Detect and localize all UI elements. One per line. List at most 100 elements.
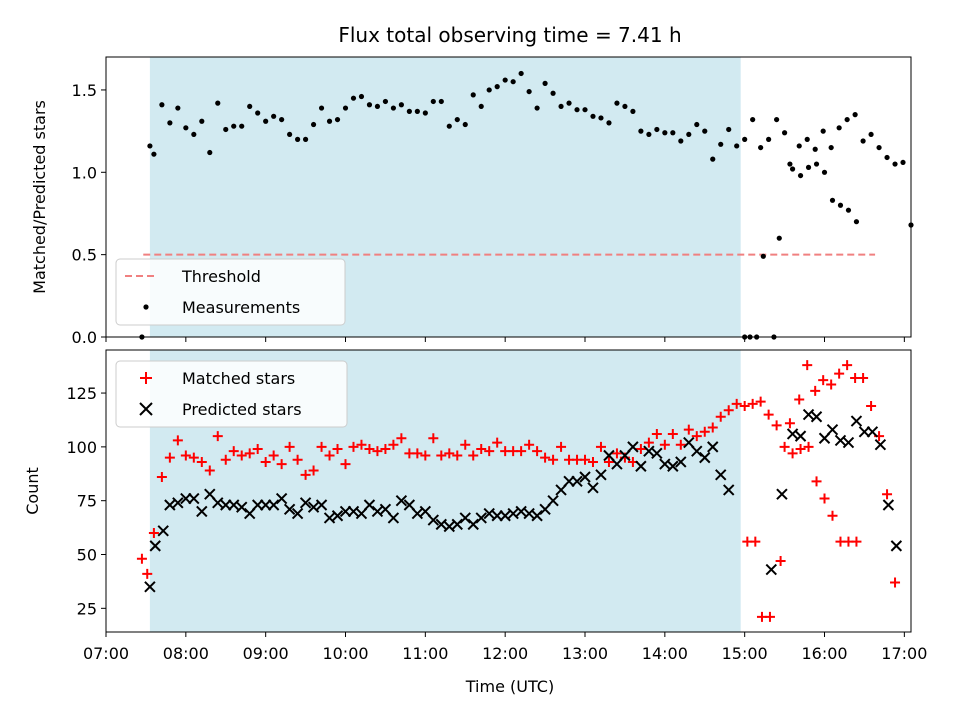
- measurement-point: [430, 98, 436, 105]
- predicted-point: [323, 512, 336, 524]
- x-tick-label: 16:00: [801, 644, 847, 663]
- measurement-point: [844, 116, 850, 123]
- predicted-point: [667, 460, 679, 472]
- predicted-point: [228, 499, 240, 511]
- predicted-point: [707, 441, 719, 453]
- matched-point: [220, 454, 231, 465]
- measurement-point: [159, 102, 165, 108]
- matched-point: [316, 441, 327, 452]
- measurement-point: [829, 197, 836, 203]
- matched-point: [755, 396, 766, 407]
- y-tick-label: 75: [77, 492, 97, 511]
- measurement-point: [255, 110, 261, 116]
- matched-point: [228, 446, 239, 457]
- measurement-point: [821, 169, 828, 175]
- matched-point: [866, 400, 877, 411]
- matched-point: [188, 452, 199, 463]
- matched-point: [196, 456, 207, 467]
- matched-point: [540, 452, 551, 463]
- predicted-point: [810, 411, 823, 423]
- matched-point: [643, 437, 654, 448]
- measurement-point: [868, 131, 874, 138]
- y-tick-label: 1.5: [72, 81, 97, 100]
- matched-point: [172, 435, 183, 446]
- predicted-point: [475, 512, 487, 524]
- predicted-point: [635, 460, 647, 472]
- matched-point: [476, 444, 487, 455]
- axes-frame: [105, 56, 912, 338]
- measurement-point: [494, 84, 500, 90]
- predicted-point: [164, 499, 176, 511]
- measurement-point: [774, 116, 780, 123]
- y-tick-label: 0.5: [72, 246, 97, 265]
- matched-point: [827, 510, 838, 521]
- matched-point: [842, 360, 853, 371]
- measurement-point: [151, 151, 157, 157]
- measurement-point: [654, 126, 660, 133]
- predicted-point: [595, 469, 607, 481]
- matched-point: [784, 418, 795, 429]
- legend-matched-label: Matched stars: [182, 369, 295, 388]
- measurement-point: [622, 103, 628, 110]
- matched-point: [142, 568, 153, 579]
- measurement-point: [726, 126, 732, 133]
- measurement-point: [686, 131, 692, 138]
- matched-point: [532, 446, 543, 457]
- measurement-point: [670, 130, 676, 136]
- y-tick-label: 25: [77, 599, 97, 618]
- matched-point: [388, 439, 399, 450]
- measurement-point: [797, 172, 804, 179]
- matched-point: [750, 536, 761, 547]
- matched-point: [683, 424, 694, 435]
- matched-point: [803, 441, 814, 452]
- measurement-point: [702, 128, 708, 134]
- matched-point: [524, 439, 535, 450]
- measurement-point: [787, 161, 793, 167]
- predicted-point: [483, 507, 495, 520]
- measurement-point: [630, 108, 636, 114]
- matched-point: [707, 422, 718, 433]
- predicted-point: [890, 540, 903, 552]
- measurement-point: [247, 103, 253, 110]
- matched-point: [204, 465, 215, 476]
- matched-point: [787, 448, 798, 459]
- matched-point: [244, 448, 255, 459]
- measurement-point: [837, 202, 844, 208]
- predicted-point: [283, 503, 296, 516]
- measurement-point: [574, 107, 580, 113]
- predicted-point: [236, 501, 248, 513]
- measurement-point: [776, 235, 782, 241]
- matched-point: [810, 385, 821, 396]
- predicted-point: [467, 518, 479, 531]
- predicted-point: [723, 484, 735, 496]
- legend-box: [115, 360, 348, 428]
- matched-point: [268, 450, 279, 461]
- x-tick-label: 09:00: [243, 644, 289, 663]
- matched-point: [858, 372, 869, 383]
- measurement-point: [318, 105, 325, 111]
- measurement-point: [366, 102, 373, 108]
- measurement-point: [828, 144, 834, 151]
- measurement-point: [760, 253, 766, 259]
- x-tick-label: 07:00: [83, 644, 129, 663]
- predicted-point: [643, 445, 655, 457]
- measurement-point: [734, 143, 740, 149]
- x-tick-label: 10:00: [322, 644, 368, 663]
- predicted-point: [307, 501, 320, 513]
- matched-point: [452, 450, 463, 461]
- predicted-point: [267, 499, 280, 511]
- matched-point: [818, 375, 829, 386]
- matched-point: [356, 439, 367, 450]
- measurement-point: [845, 207, 852, 213]
- predicted-point: [443, 520, 455, 533]
- matched-point: [580, 454, 591, 465]
- matched-point: [260, 456, 271, 467]
- predicted-point: [507, 507, 519, 520]
- measurement-point: [287, 131, 293, 138]
- measurement-point: [710, 156, 716, 162]
- legend: Threshold Measurements: [115, 258, 346, 326]
- measurement-point: [334, 116, 341, 123]
- measurement-point: [374, 103, 381, 110]
- matched-point: [739, 400, 750, 411]
